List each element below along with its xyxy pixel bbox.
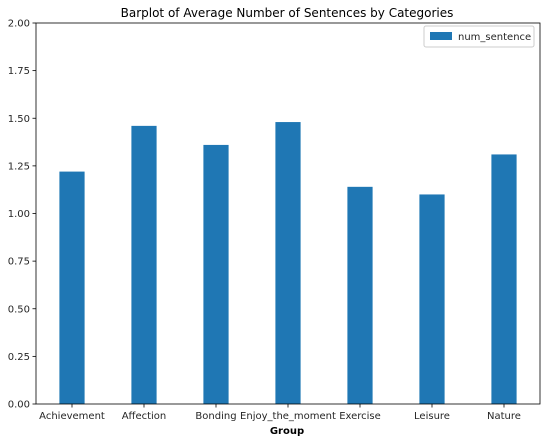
bar-nature: [491, 154, 517, 404]
x-tick-label: Enjoy_the_moment: [240, 411, 336, 422]
x-tick-label: Nature: [487, 411, 521, 422]
bar-leisure: [419, 194, 445, 404]
x-tick-label: Affection: [122, 411, 167, 422]
plot-area: 0.00 0.25 0.50 0.75 1.00 1.25 1.50 1.75 2.00 Achi…: [8, 19, 541, 422]
y-tick-label: 0.25: [8, 352, 30, 363]
x-tick-label: Leisure: [414, 411, 450, 422]
y-tick-label: 0.50: [8, 304, 30, 315]
y-tick-label: 0.75: [8, 257, 30, 268]
x-tick-label: Achievement: [39, 411, 105, 422]
legend-frame: [423, 25, 535, 48]
legend-label: num_sentence: [458, 32, 531, 43]
bar-exercise: [347, 186, 373, 404]
legend-swatch: [430, 32, 452, 40]
bar-bonding: [203, 144, 229, 405]
bar-achievement: [59, 171, 85, 404]
x-axis-label: Group: [270, 426, 304, 437]
bar-enjoy_the_moment: [275, 122, 301, 404]
y-tick-label: 2.00: [8, 19, 30, 30]
x-tick-label: Bonding: [195, 411, 236, 422]
x-tick-label: Exercise: [339, 411, 381, 422]
chart-title: Barplot of Average Number of Sentences b…: [121, 6, 454, 20]
y-tick-label: 1.00: [8, 209, 30, 220]
y-tick-label: 1.75: [8, 66, 30, 77]
legend: num_sentence: [423, 25, 535, 48]
y-tick-label: 0.00: [8, 400, 30, 411]
bar-affection: [131, 125, 157, 405]
y-tick-label: 1.50: [8, 114, 30, 125]
y-tick-label: 1.25: [8, 161, 30, 172]
